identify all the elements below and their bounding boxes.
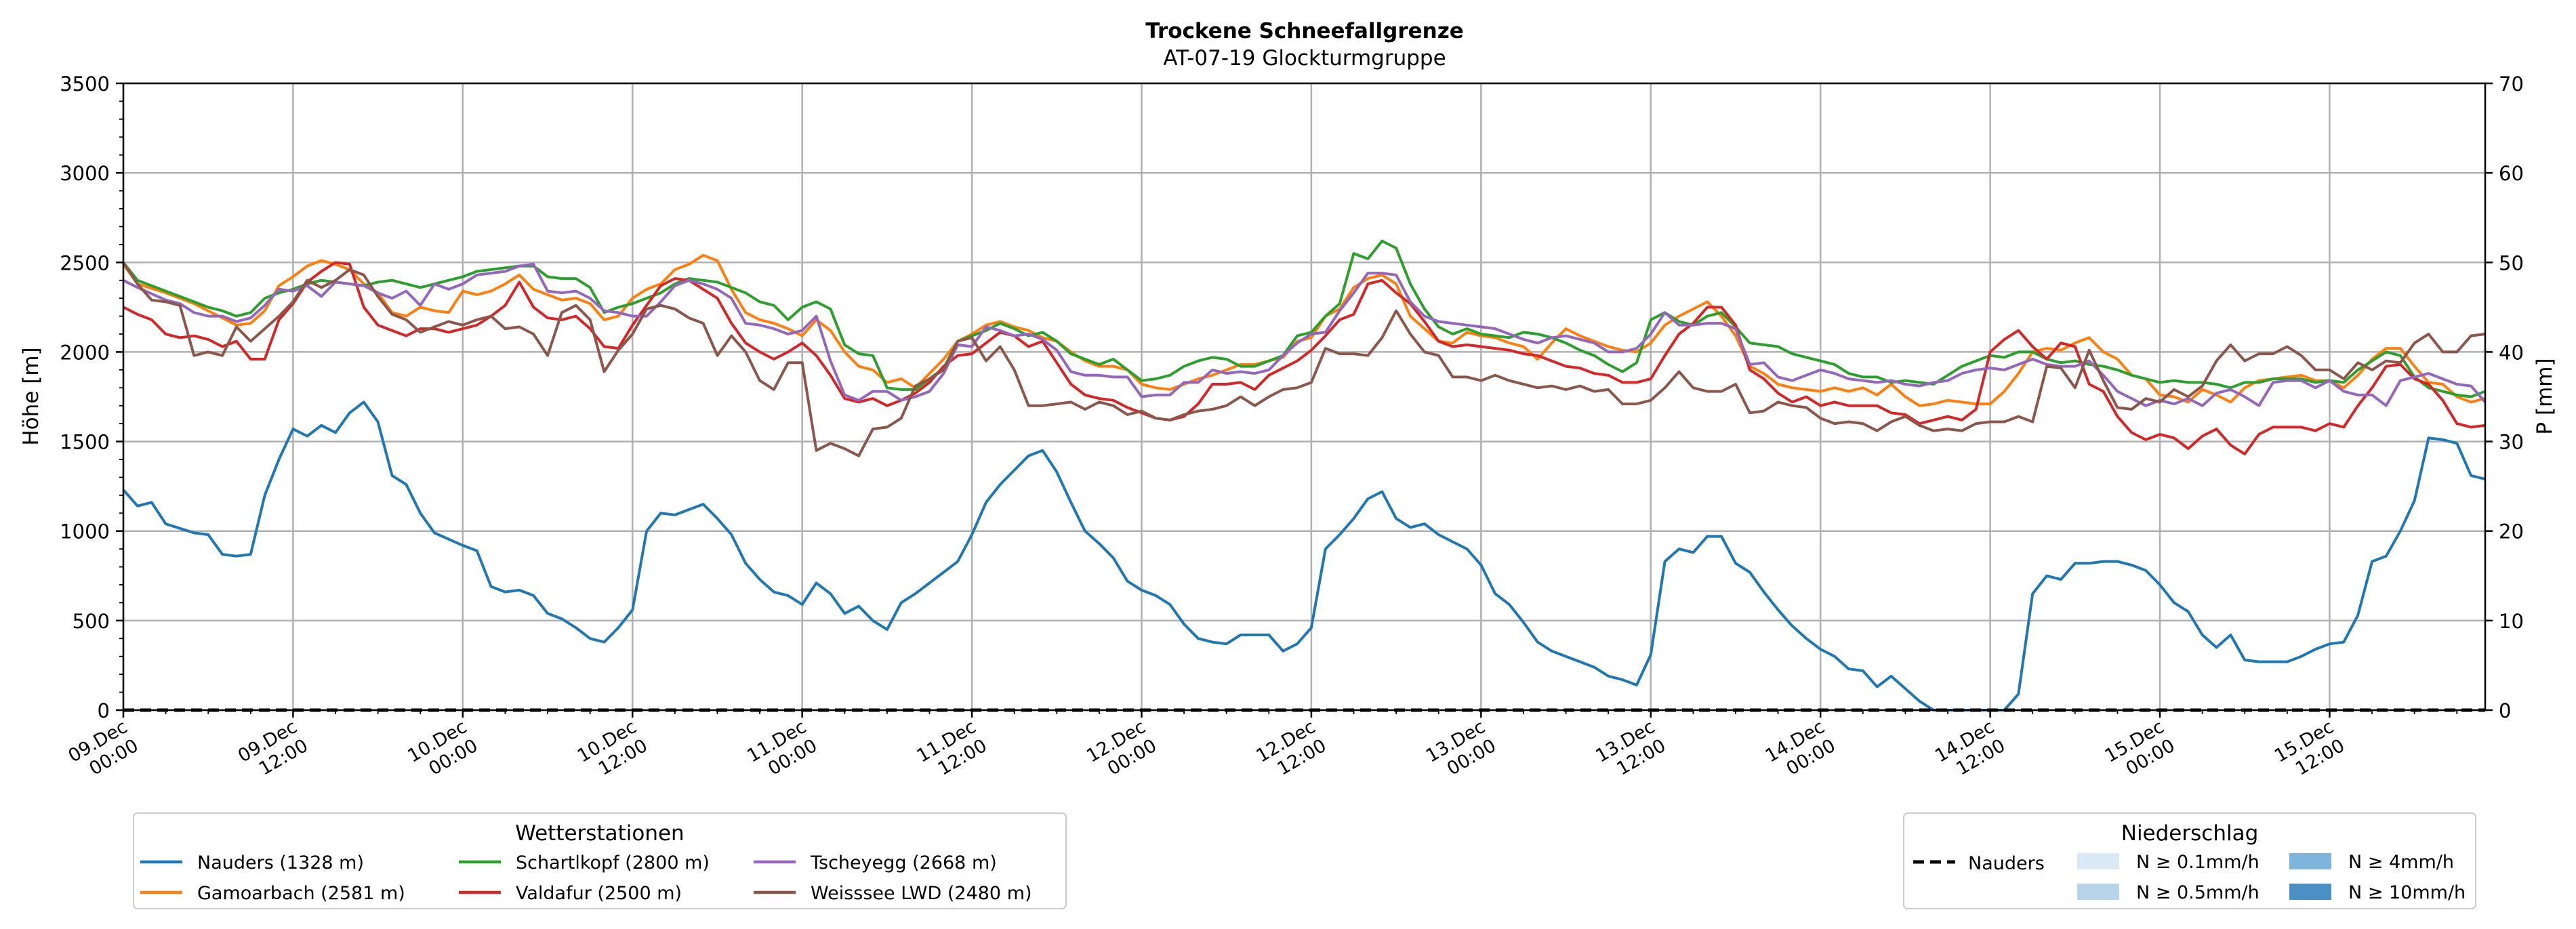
y-tick-label: 1000: [60, 520, 110, 543]
chart-title: Trockene Schneefallgrenze: [1145, 19, 1464, 43]
series-line-5: [122, 262, 2486, 457]
y2-tick-label: 70: [2499, 73, 2524, 96]
legend-precip-label: N ≥ 4mm/h: [2348, 852, 2454, 873]
y-axis-label: Höhe [m]: [19, 347, 43, 445]
y2-axis-label: P [mm]: [2533, 358, 2557, 434]
y-tick-label: 3000: [60, 162, 110, 185]
y2-tick-label: 60: [2499, 162, 2524, 185]
legend-station-label: Valdafur (2500 m): [516, 883, 682, 904]
grid-lines: [122, 82, 2485, 711]
series-line-4: [123, 262, 2487, 407]
legend-precip-patch: [2077, 853, 2119, 869]
legend-station-label: Weisssee LWD (2480 m): [811, 883, 1032, 904]
legend-precip-patch: [2077, 884, 2119, 900]
legend-stations: Wetterstationen Nauders (1328 m) Gamoarba…: [133, 812, 1067, 909]
y2-tick-label: 10: [2499, 610, 2524, 633]
legend-precip-line-label: Nauders: [1968, 853, 2045, 874]
plot-frame: [122, 82, 2487, 711]
legend-station-label: Schartlkopf (2800 m): [516, 852, 710, 873]
y-axis-left: 0 500 1000 1500 2000 2500 3000 3500: [60, 73, 123, 722]
legend-station-label: Gamoarbach (2581 m): [197, 883, 405, 904]
y-tick-label: 3500: [60, 73, 110, 96]
legend-precip-frame: [1903, 812, 2476, 909]
legend-precip-label: N ≥ 0.1mm/h: [2136, 852, 2260, 873]
legend-station-label: Tscheyegg (2668 m): [810, 852, 997, 873]
legend-precip: Niederschlag Nauders N ≥ 0.1mm/h N ≥ 0.5m…: [1903, 812, 2476, 909]
legend-stations-items: Nauders (1328 m) Gamoarbach (2581 m) Schar…: [140, 852, 1032, 904]
y-tick-label: 2500: [60, 251, 110, 274]
series-line-1: [122, 253, 2486, 407]
legend-stations-title: Wetterstationen: [515, 821, 684, 846]
legend-precip-patches: N ≥ 0.1mm/h N ≥ 0.5mm/h N ≥ 4mm/h N ≥ 10mm/…: [2077, 852, 2466, 903]
y2-tick-label: 0: [2499, 699, 2511, 722]
y2-tick-label: 20: [2499, 520, 2524, 543]
y-tick-label: 1500: [60, 431, 110, 454]
series-line-0: [122, 400, 2486, 711]
y2-tick-label: 50: [2499, 251, 2524, 274]
y-tick-label: 2000: [60, 341, 110, 364]
y-axis-right: 0 10 20 30 40 50 60 70: [2485, 73, 2524, 722]
legend-precip-title: Niederschlag: [2121, 821, 2259, 846]
legend-precip-patch: [2289, 884, 2331, 900]
legend-stations-frame: [133, 812, 1067, 909]
legend-precip-patch: [2289, 853, 2331, 869]
y-tick-label: 0: [98, 699, 110, 722]
legend-station-label: Nauders (1328 m): [197, 852, 364, 873]
series-lines: [122, 239, 2487, 711]
y2-tick-label: 40: [2499, 341, 2524, 364]
chart-subtitle: AT-07-19 Glockturmgruppe: [1163, 46, 1446, 70]
y2-tick-label: 30: [2499, 431, 2524, 454]
legend-precip-label: N ≥ 0.5mm/h: [2136, 882, 2260, 903]
series-line-3: [123, 261, 2486, 456]
legend-precip-label: N ≥ 10mm/h: [2348, 882, 2466, 903]
y-tick-label: 500: [73, 610, 110, 633]
